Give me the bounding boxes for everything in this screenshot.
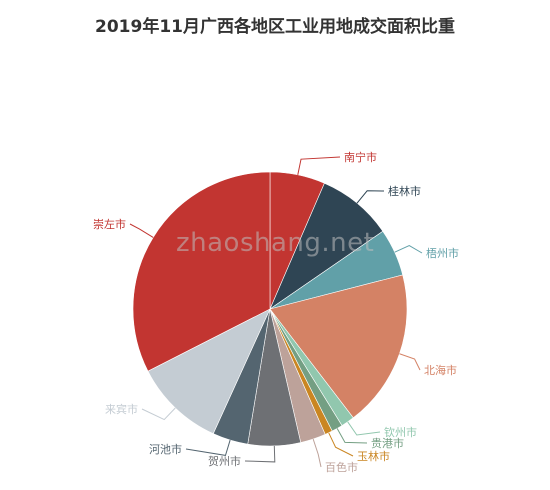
pie-leader-line-2 <box>394 245 423 254</box>
pie-label-6: 玉林市 <box>357 449 390 463</box>
pie-label-11: 崇左市 <box>93 217 126 231</box>
pie-leader-line-5 <box>336 428 368 444</box>
pie-label-9: 河池市 <box>149 442 182 456</box>
pie-label-10: 来宾市 <box>105 402 138 416</box>
pie-label-8: 贺州市 <box>208 454 241 468</box>
pie-label-0: 南宁市 <box>344 150 377 164</box>
pie-leader-line-10 <box>141 407 176 421</box>
pie-leader-line-11 <box>129 223 154 238</box>
pie-leader-line-4 <box>347 421 381 436</box>
pie-label-2: 梧州市 <box>426 246 459 260</box>
chart-title: 2019年11月广西各地区工业用地成交面积比重 <box>95 17 455 37</box>
pie-leader-line-7 <box>312 438 322 468</box>
watermark: zhaoshang.net <box>176 228 375 258</box>
pie-slice-11 <box>132 171 271 372</box>
pie-label-5: 贵港市 <box>371 436 404 450</box>
pie-leader-line-8 <box>244 445 276 463</box>
pie-leader-line-0 <box>297 156 341 175</box>
pie-label-4: 钦州市 <box>384 425 417 439</box>
pie-leader-line-9 <box>185 439 231 456</box>
pie-leader-line-3 <box>399 353 421 371</box>
pie-label-7: 百色市 <box>325 460 358 474</box>
pie-leader-line-6 <box>328 432 354 457</box>
pie-label-3: 北海市 <box>424 363 457 377</box>
pie-slice-3 <box>269 274 408 419</box>
pie-label-1: 桂林市 <box>388 184 421 198</box>
pie-leader-line-1 <box>356 190 385 204</box>
